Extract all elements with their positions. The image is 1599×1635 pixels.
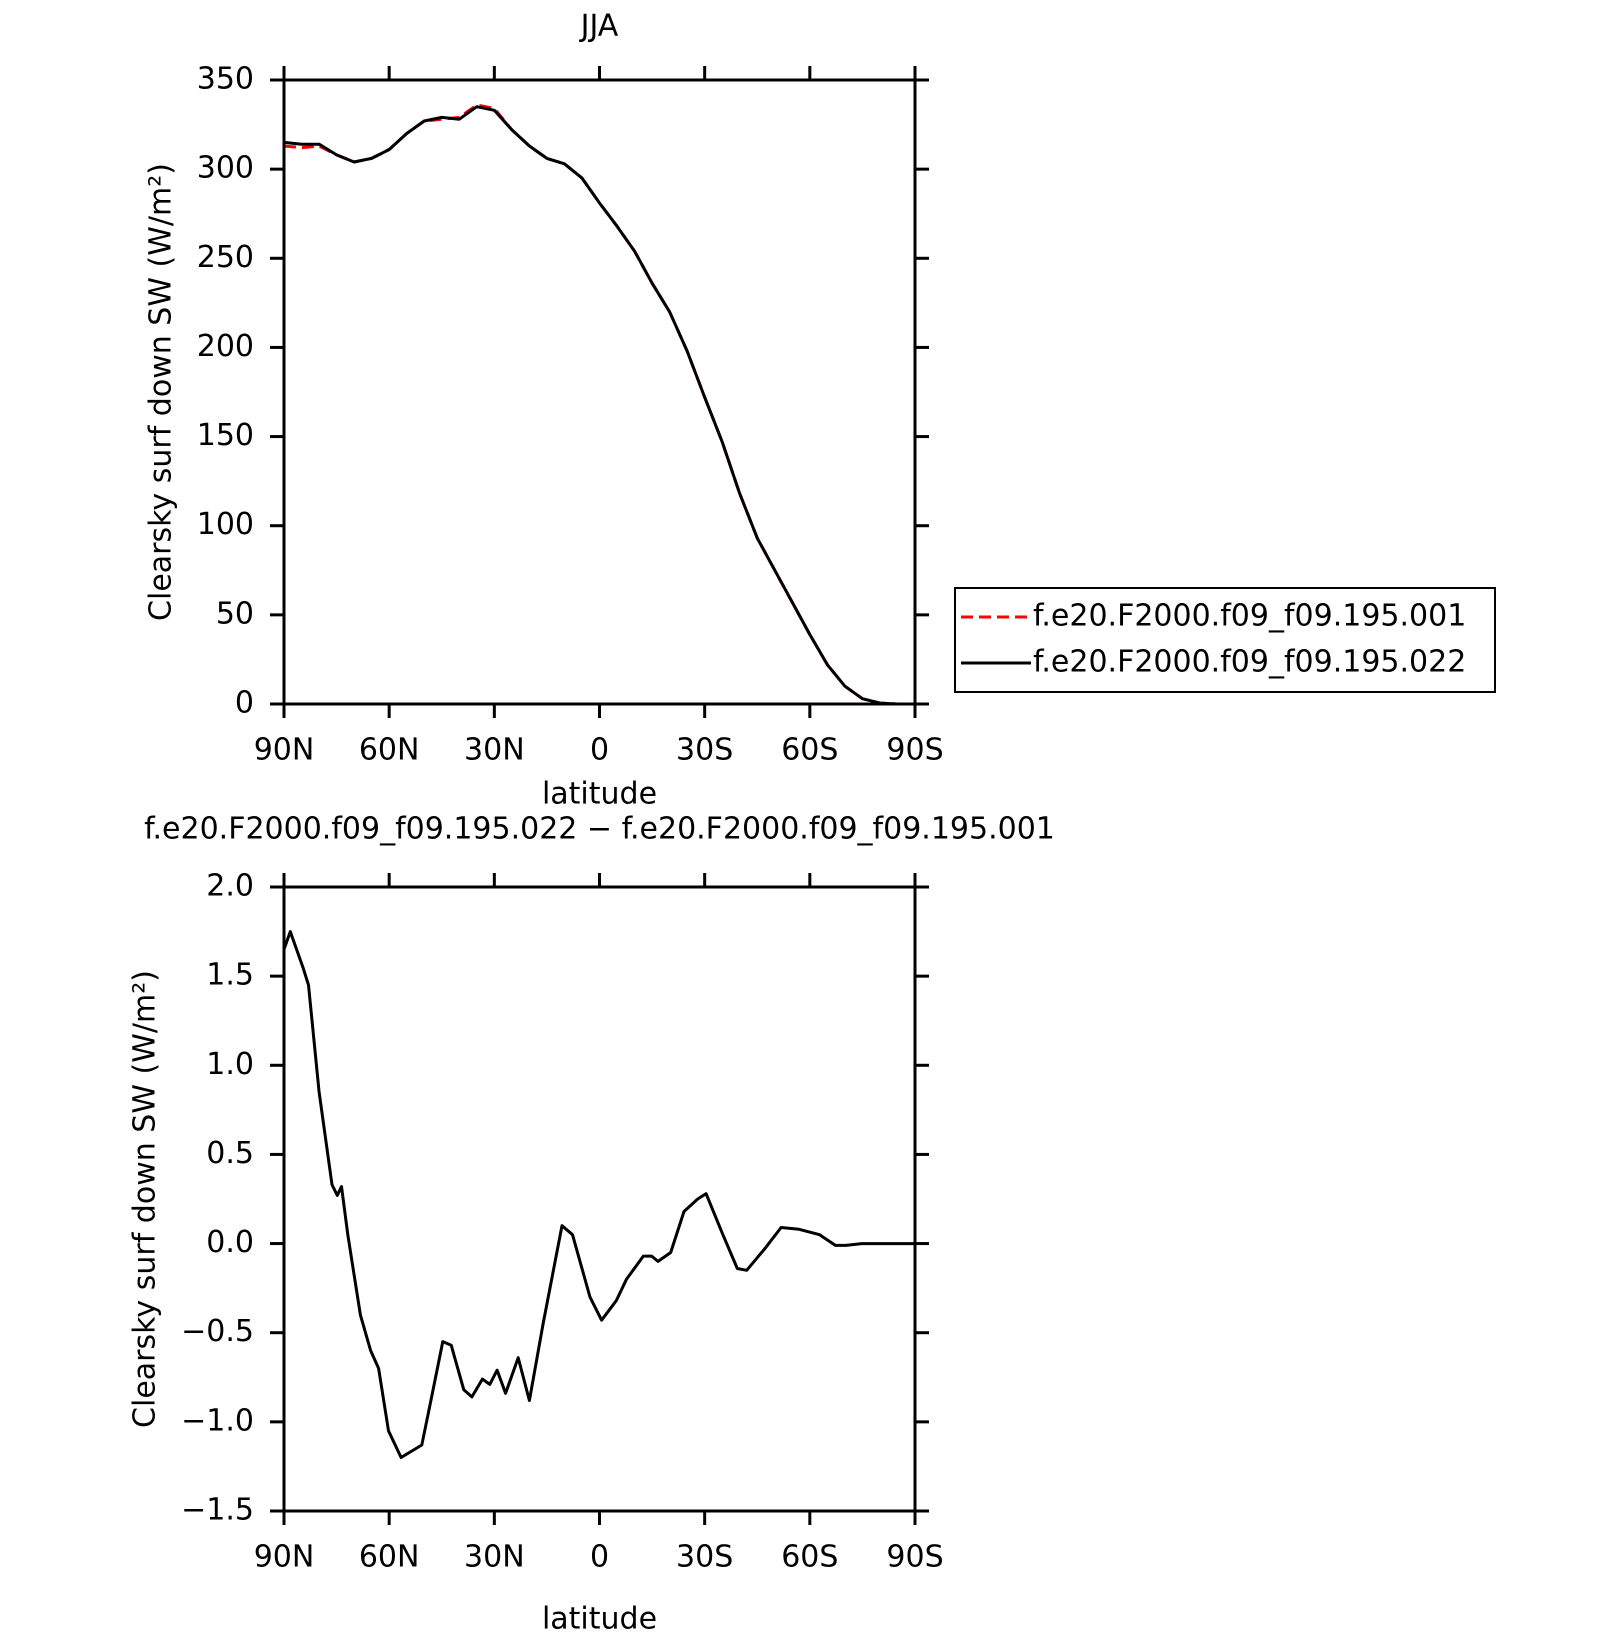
y-tick-label: 1.0 <box>206 1047 254 1082</box>
y-tick-label: 300 <box>197 151 254 186</box>
x-tick-label: 90N <box>254 1540 315 1575</box>
y-tick-label: −1.0 <box>181 1403 254 1438</box>
y-tick-label: 50 <box>216 596 254 631</box>
x-tick-label: 30S <box>676 733 733 768</box>
data-line <box>282 930 915 1459</box>
y-tick-label: −0.5 <box>181 1314 254 1349</box>
legend-label: f.e20.F2000.f09_f09.195.022 <box>1033 645 1466 680</box>
y-tick-label: 250 <box>197 240 254 275</box>
y-axis-label: Clearsky surf down SW (W/m²) <box>128 970 163 1428</box>
y-tick-label: 200 <box>197 329 254 364</box>
x-tick-label: 90N <box>254 733 315 768</box>
plot-frame <box>282 885 917 1513</box>
legend-label: f.e20.F2000.f09_f09.195.001 <box>1033 599 1466 634</box>
y-tick-label: 2.0 <box>206 869 254 904</box>
plot-frame <box>282 78 917 706</box>
y-tick-label: 350 <box>197 62 254 97</box>
x-axis-label: latitude <box>542 777 657 812</box>
data-line <box>283 105 915 706</box>
x-tick-label: 60N <box>359 733 420 768</box>
x-tick-label: 60N <box>359 1540 420 1575</box>
x-tick-label: 90S <box>886 733 943 768</box>
chart-title: JJA <box>579 9 619 44</box>
x-tick-label: 0 <box>590 733 609 768</box>
y-tick-label: 100 <box>197 507 254 542</box>
y-tick-label: 150 <box>197 418 254 453</box>
x-tick-label: 30N <box>464 733 525 768</box>
y-tick-label: −1.5 <box>181 1493 254 1528</box>
x-tick-label: 90S <box>886 1540 943 1575</box>
y-axis-label: Clearsky surf down SW (W/m²) <box>144 163 179 621</box>
x-tick-label: 30S <box>676 1540 733 1575</box>
legend-box <box>954 587 1496 693</box>
y-tick-label: 1.5 <box>206 958 254 993</box>
x-axis-label: latitude <box>542 1602 657 1635</box>
y-tick-label: 0.5 <box>206 1136 254 1171</box>
x-tick-label: 60S <box>781 733 838 768</box>
chart-title: f.e20.F2000.f09_f09.195.022 − f.e20.F200… <box>144 812 1055 847</box>
data-line <box>283 103 915 706</box>
y-tick-label: 0 <box>235 686 254 721</box>
x-tick-label: 0 <box>590 1540 609 1575</box>
x-tick-label: 30N <box>464 1540 525 1575</box>
x-tick-label: 60S <box>781 1540 838 1575</box>
y-tick-label: 0.0 <box>206 1225 254 1260</box>
